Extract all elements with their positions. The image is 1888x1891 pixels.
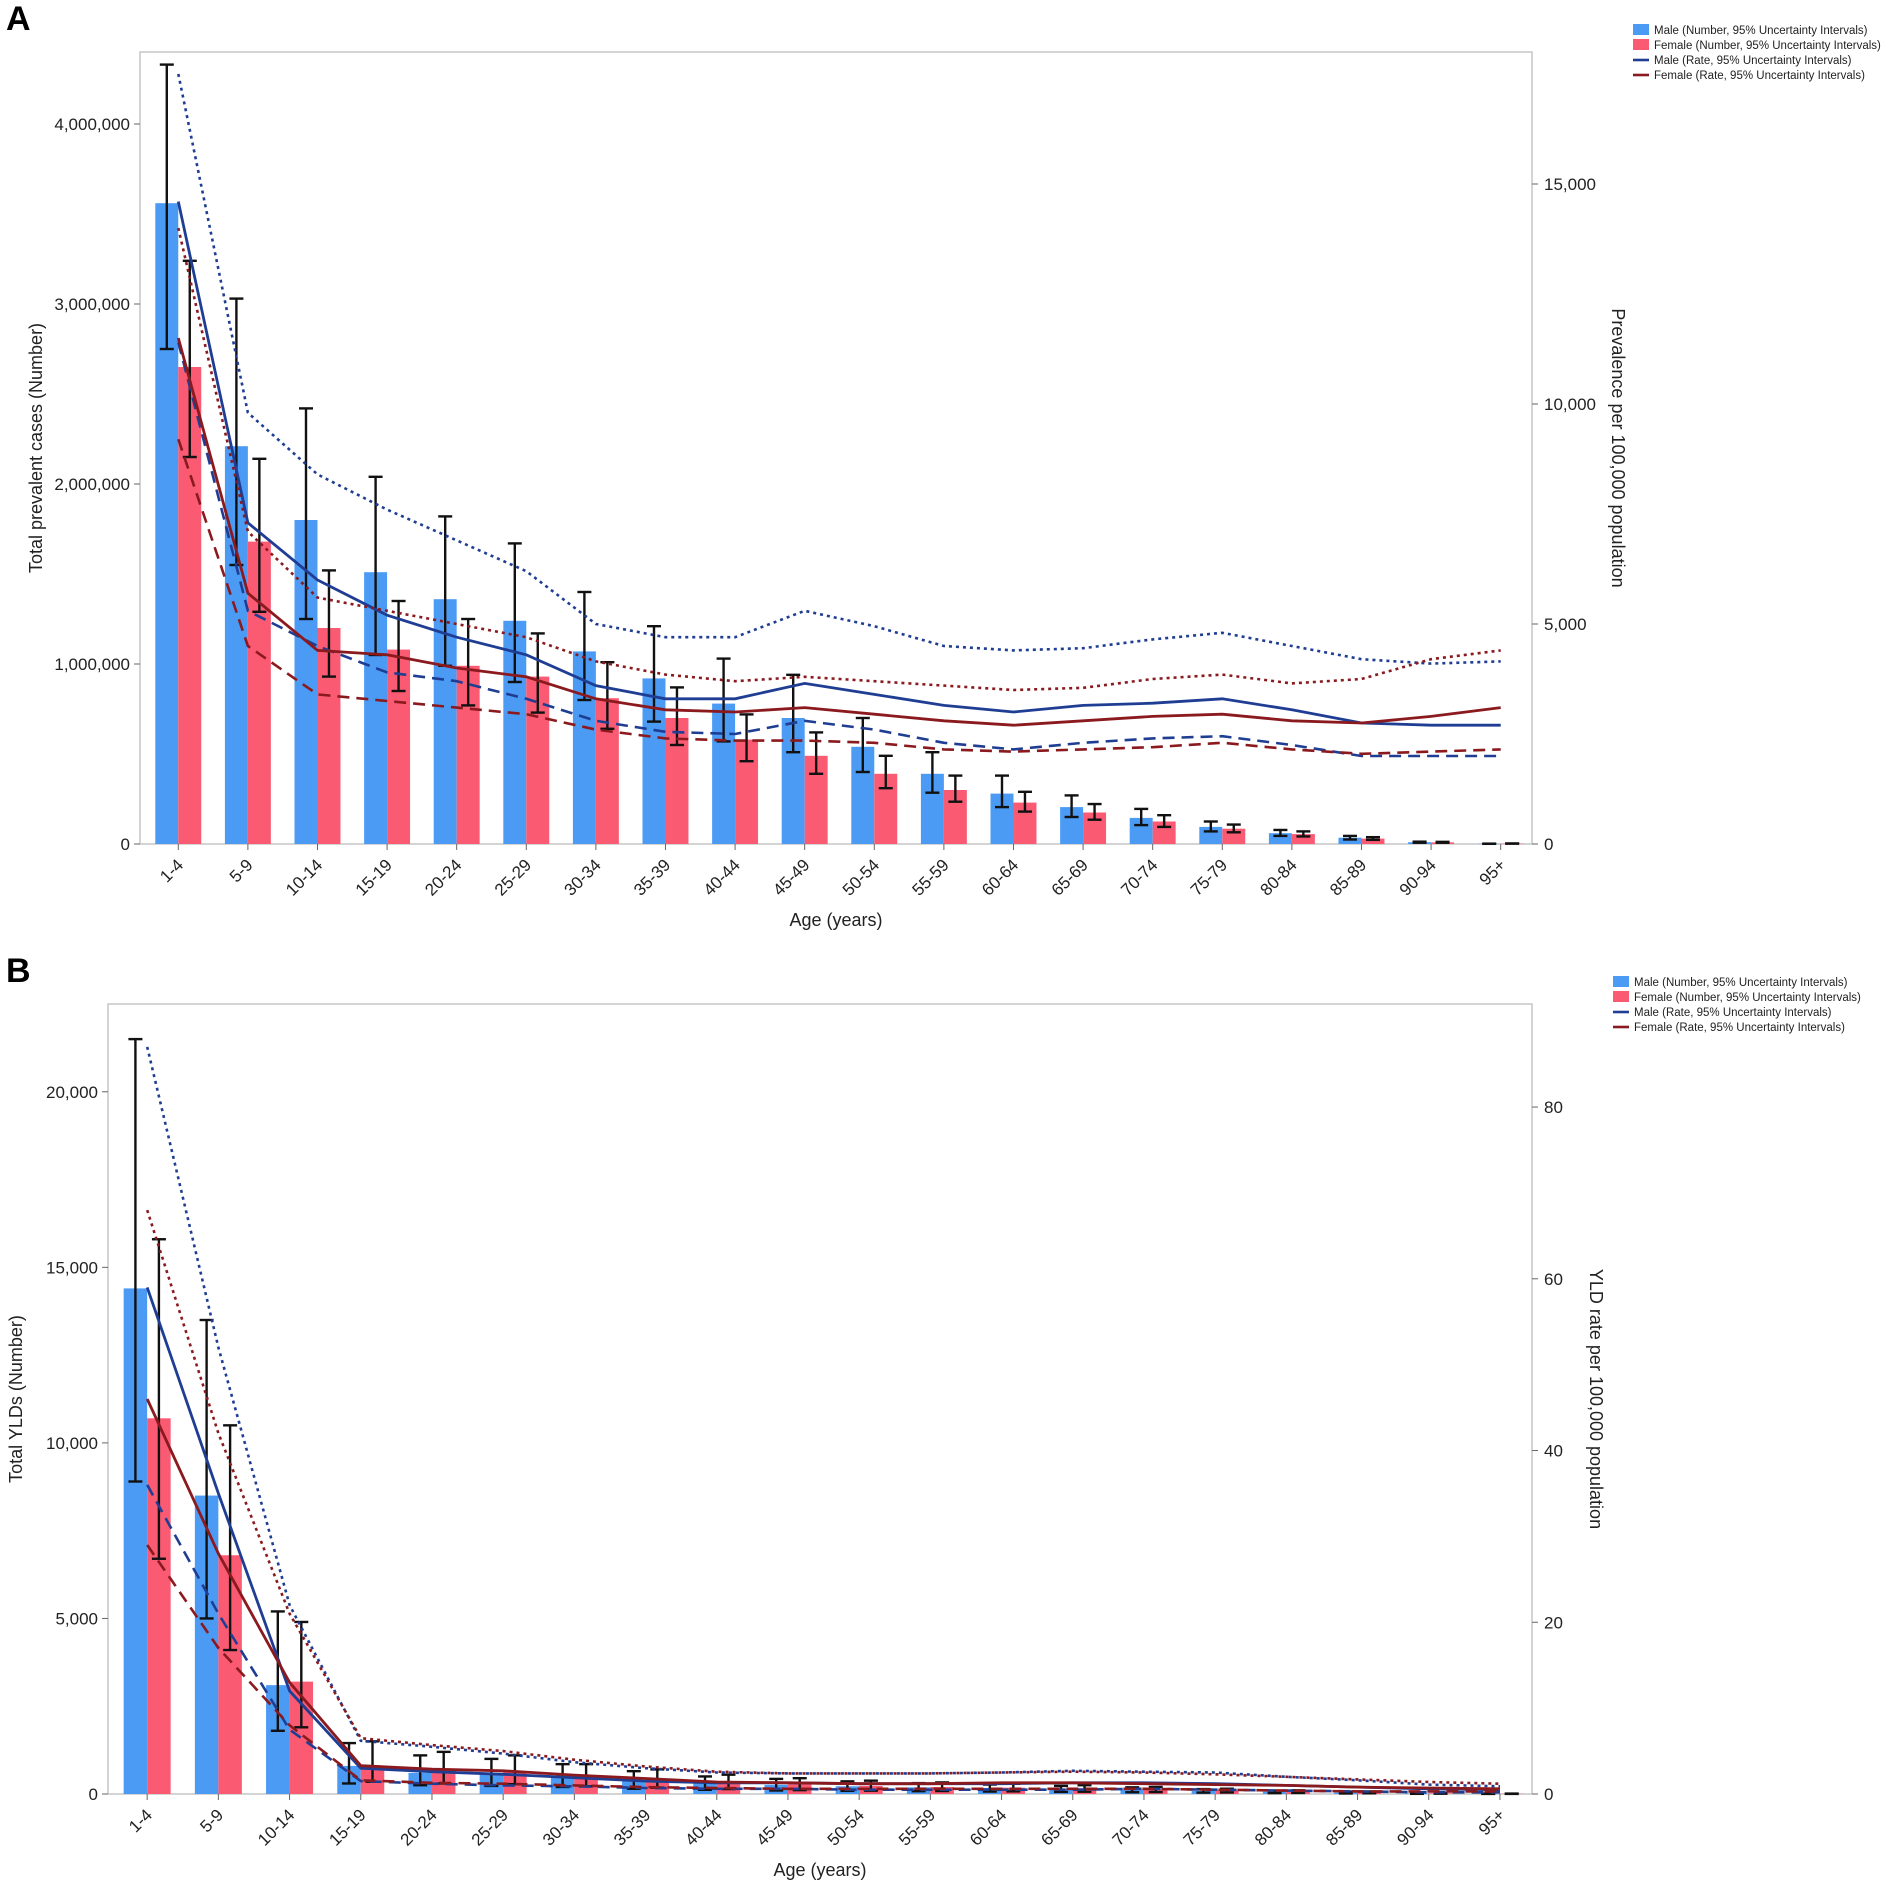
- x-tick-label: 50-54: [839, 855, 883, 899]
- x-tick-label: 20-24: [397, 1805, 441, 1849]
- y-axis-title: Total YLDs (Number): [6, 1315, 26, 1483]
- panel-label: B: [6, 952, 31, 990]
- x-tick-label: 45-49: [753, 1805, 797, 1849]
- panel-label: A: [6, 0, 31, 38]
- x-tick-label: 10-14: [254, 1805, 298, 1849]
- x-tick-label: 60-64: [966, 1805, 1010, 1849]
- x-tick-label: 45-49: [769, 855, 813, 899]
- y-tick-label: 10,000: [46, 1434, 98, 1453]
- x-tick-label: 75-79: [1180, 1805, 1224, 1849]
- x-tick-label: 1-4: [125, 1805, 156, 1836]
- x-tick-label: 25-29: [491, 855, 535, 899]
- y-tick-label: 4,000,000: [54, 115, 130, 134]
- x-axis-title: Age (years): [773, 1860, 866, 1880]
- y2-tick-label: 5,000: [1544, 615, 1587, 634]
- x-tick-label: 5-9: [226, 855, 257, 886]
- y-tick-label: 5,000: [55, 1609, 98, 1628]
- y-tick-label: 2,000,000: [54, 475, 130, 494]
- x-tick-label: 25-29: [468, 1805, 512, 1849]
- legend-label: Male (Number, 95% Uncertainty Intervals): [1654, 25, 1868, 37]
- x-tick-label: 15-19: [352, 855, 396, 899]
- y2-axis-title: YLD rate per 100,000 population: [1586, 1269, 1606, 1529]
- x-tick-label: 50-54: [824, 1805, 868, 1849]
- x-tick-label: 90-94: [1393, 1805, 1437, 1849]
- y-tick-label: 0: [121, 835, 130, 854]
- y2-tick-label: 40: [1544, 1442, 1563, 1461]
- x-tick-label: 85-89: [1326, 855, 1370, 899]
- x-tick-label: 20-24: [421, 855, 465, 899]
- y2-axis-title: Prevalence per 100,000 population: [1608, 308, 1628, 587]
- panel-b: B 0 5,000 10,000 15,000 20,000 0 20 40 60 80 Total …: [6, 952, 1861, 1880]
- x-tick-label: 15-19: [325, 1805, 369, 1849]
- y2-tick-label: 10,000: [1544, 395, 1596, 414]
- x-tick-label: 95+: [1475, 1805, 1509, 1839]
- x-tick-label: 90-94: [1396, 855, 1440, 899]
- x-tick-label: 10-14: [282, 855, 326, 899]
- x-tick-label: 70-74: [1117, 855, 1161, 899]
- legend-swatch-bar: [1633, 39, 1649, 50]
- y-tick-label: 3,000,000: [54, 295, 130, 314]
- legend-label: Female (Number, 95% Uncertainty Interval…: [1654, 40, 1881, 52]
- x-tick-label: 55-59: [895, 1805, 939, 1849]
- y-tick-label: 0: [89, 1785, 98, 1804]
- legend-swatch-bar: [1613, 976, 1629, 987]
- x-tick-label: 60-64: [978, 855, 1022, 899]
- x-tick-label: 1-4: [156, 855, 187, 886]
- x-tick-label: 5-9: [196, 1805, 227, 1836]
- x-tick-label: 65-69: [1048, 855, 1092, 899]
- y2-tick-label: 0: [1544, 1785, 1553, 1804]
- x-tick-label: 95+: [1476, 855, 1510, 889]
- y2-tick-label: 60: [1544, 1270, 1563, 1289]
- y2-tick-label: 20: [1544, 1613, 1563, 1632]
- legend-label: Male (Rate, 95% Uncertainty Intervals): [1634, 1007, 1832, 1019]
- x-tick-label: 35-39: [610, 1805, 654, 1849]
- x-tick-label: 65-69: [1037, 1805, 1081, 1849]
- y-tick-label: 1,000,000: [54, 655, 130, 674]
- plot-frame: [140, 52, 1532, 844]
- male-rate-upper-line: [147, 1047, 1500, 1786]
- y-tick-label: 20,000: [46, 1083, 98, 1102]
- x-axis-title: Age (years): [789, 910, 882, 930]
- x-tick-label: 30-34: [561, 855, 605, 899]
- y2-tick-label: 15,000: [1544, 175, 1596, 194]
- legend-label: Female (Number, 95% Uncertainty Interval…: [1634, 992, 1861, 1004]
- y-tick-label: 15,000: [46, 1258, 98, 1277]
- legend-label: Male (Rate, 95% Uncertainty Intervals): [1654, 55, 1852, 67]
- x-tick-label: 80-84: [1251, 1805, 1295, 1849]
- x-tick-label: 70-74: [1109, 1805, 1153, 1849]
- y2-tick-label: 0: [1544, 835, 1553, 854]
- plot-frame: [108, 1004, 1532, 1794]
- y-axis-title: Total prevalent cases (Number): [26, 323, 46, 573]
- legend-label: Male (Number, 95% Uncertainty Intervals): [1634, 977, 1848, 989]
- legend-label: Female (Rate, 95% Uncertainty Intervals): [1634, 1022, 1845, 1034]
- female-rate-upper-line: [147, 1210, 1500, 1784]
- x-tick-label: 40-44: [681, 1805, 725, 1849]
- male-rate-line: [147, 1287, 1500, 1789]
- x-tick-label: 85-89: [1322, 1805, 1366, 1849]
- x-tick-label: 80-84: [1257, 855, 1301, 899]
- legend-swatch-bar: [1633, 24, 1649, 35]
- female-rate-line: [147, 1399, 1500, 1789]
- x-tick-label: 35-39: [630, 855, 674, 899]
- x-tick-label: 30-34: [539, 1805, 583, 1849]
- x-tick-label: 75-79: [1187, 855, 1231, 899]
- panel-a: A 0 1,000,000 2,000,000 3,000,000 4,000,000 0 5…: [6, 0, 1881, 930]
- x-tick-label: 40-44: [700, 855, 744, 899]
- x-tick-label: 55-59: [909, 855, 953, 899]
- legend-label: Female (Rate, 95% Uncertainty Intervals): [1654, 70, 1865, 82]
- legend-swatch-bar: [1613, 991, 1629, 1002]
- y2-tick-label: 80: [1544, 1098, 1563, 1117]
